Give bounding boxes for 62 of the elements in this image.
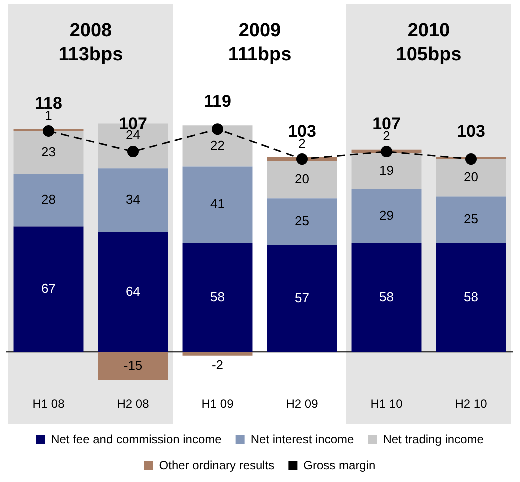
data-label: 58	[380, 289, 394, 304]
data-label: 58	[464, 289, 478, 304]
bar	[14, 174, 84, 227]
data-label: 28	[42, 192, 56, 208]
x-tick-label: H2 10	[455, 397, 488, 412]
point	[296, 154, 308, 166]
bar	[352, 244, 422, 352]
x-tick-label: H2 08	[117, 397, 150, 412]
band-label: 2010 105bps	[396, 20, 462, 66]
legend-label: Net trading income	[383, 432, 484, 446]
bar	[352, 189, 422, 244]
point	[381, 146, 392, 158]
data-label: 23	[42, 144, 56, 160]
data-label: 25	[295, 214, 310, 229]
bar	[267, 198, 338, 246]
bar	[436, 159, 506, 197]
data-label: -2	[212, 357, 224, 372]
point	[43, 125, 54, 137]
x-tick-label: H2 09	[286, 397, 319, 412]
data-label: 29	[380, 208, 394, 223]
x-tick-label: H1 10	[370, 397, 404, 412]
data-label: 25	[464, 212, 478, 227]
annotation: 2009 111bps	[228, 20, 292, 66]
band-label: 2008 113bps	[58, 20, 124, 66]
bar	[267, 161, 338, 199]
x-tick-label: H1 08	[32, 397, 66, 412]
data-label: 103	[457, 122, 486, 141]
bar	[14, 131, 84, 174]
bar	[436, 196, 506, 244]
data-label: 1	[45, 108, 52, 123]
bar	[436, 244, 506, 352]
data-label: 64	[126, 284, 140, 299]
x-tick-label: H1 09	[202, 397, 234, 412]
data-label: 2	[383, 128, 390, 144]
bar	[98, 168, 168, 232]
point	[212, 124, 224, 136]
legend-label: Net interest income	[250, 432, 355, 446]
bar	[267, 245, 338, 352]
bar	[182, 244, 253, 352]
bar	[98, 352, 168, 380]
data-label: 19	[380, 163, 394, 178]
data-label: 58	[210, 289, 225, 304]
bar	[98, 232, 168, 352]
data-label: 57	[295, 290, 310, 306]
data-label: 41	[210, 196, 225, 212]
bar	[182, 166, 253, 244]
data-label: 119	[204, 92, 232, 112]
point	[466, 154, 477, 166]
data-label: 67	[42, 281, 56, 296]
data-label: -15	[124, 358, 143, 373]
data-label: 34	[126, 192, 140, 208]
bar	[14, 226, 84, 352]
data-label: 20	[464, 170, 478, 185]
bar	[182, 126, 253, 167]
bar	[182, 352, 253, 356]
legend-label: Gross margin	[304, 458, 376, 472]
legend-label: Other ordinary results	[159, 458, 275, 472]
point	[128, 146, 139, 158]
data-label: 20	[295, 171, 310, 186]
legend-label: Net fee and commission income	[51, 432, 222, 446]
data-label: 22	[210, 138, 225, 153]
bar	[352, 154, 422, 190]
